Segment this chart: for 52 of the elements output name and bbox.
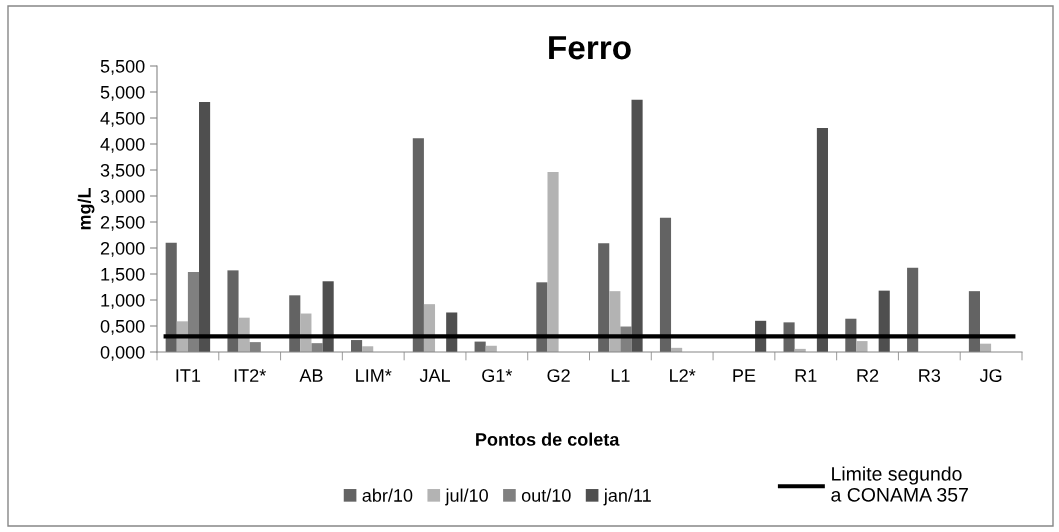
bar [322, 281, 334, 352]
bar [659, 217, 672, 352]
bar [412, 138, 424, 352]
y-tick-label: 5,500 [100, 59, 145, 75]
y-tick-label: 2,500 [100, 215, 145, 231]
y-axis-title: mg/L [77, 187, 95, 230]
bar [878, 290, 890, 352]
y-tick-label: 1,500 [101, 267, 145, 283]
x-tick-label: R2 [857, 369, 879, 382]
bar [227, 270, 239, 352]
y-tick-label: 0,500 [100, 319, 145, 335]
bar [816, 127, 828, 352]
bar [907, 267, 919, 352]
bar [536, 282, 548, 352]
x-tick-label: PE [733, 369, 756, 382]
y-tick-label: 0,000 [100, 345, 145, 361]
y-tick-label: 3,500 [100, 163, 145, 179]
bar [547, 172, 559, 352]
legend-label: Limite segundo a CONAMA 357 [831, 466, 968, 502]
bar [968, 291, 980, 352]
bar [289, 295, 301, 352]
x-tick-label: JAL [419, 369, 450, 382]
legend-label: jan/11 [603, 488, 651, 506]
x-tick-label: JG [979, 369, 1002, 382]
y-tick-label: 3,000 [100, 189, 145, 205]
y-tick-label: 4,000 [100, 137, 145, 153]
x-tick-label: R1 [795, 369, 817, 382]
y-tick-label: 2,000 [100, 241, 145, 257]
x-tick-label: L1 [611, 369, 630, 382]
x-tick-label: G2 [547, 369, 570, 382]
x-axis-title: Pontos de coleta [476, 432, 620, 446]
x-tick-label: R3 [919, 369, 941, 382]
bar [631, 99, 643, 352]
bar [856, 341, 868, 352]
y-tick-label: 4,500 [100, 111, 145, 127]
legend-label: abr/10 [362, 488, 413, 502]
y-tick-label: 5,000 [100, 85, 145, 101]
bar [199, 101, 211, 352]
x-tick-label: LIM* [356, 369, 392, 382]
bar [609, 291, 621, 352]
bar [351, 340, 363, 352]
x-tick-label: L2* [670, 369, 696, 382]
y-tick-label: 1,000 [101, 293, 145, 309]
x-tick-label: IT1 [176, 369, 201, 382]
x-tick-label: G1* [482, 369, 513, 382]
legend-label: jul/10 [445, 488, 488, 506]
x-tick-label: IT2* [234, 369, 266, 382]
bar [598, 243, 610, 352]
bar [165, 242, 177, 352]
chart-title: Ferro [549, 36, 631, 60]
x-tick-label: AB [299, 369, 323, 382]
legend-label: out/10 [521, 488, 571, 502]
